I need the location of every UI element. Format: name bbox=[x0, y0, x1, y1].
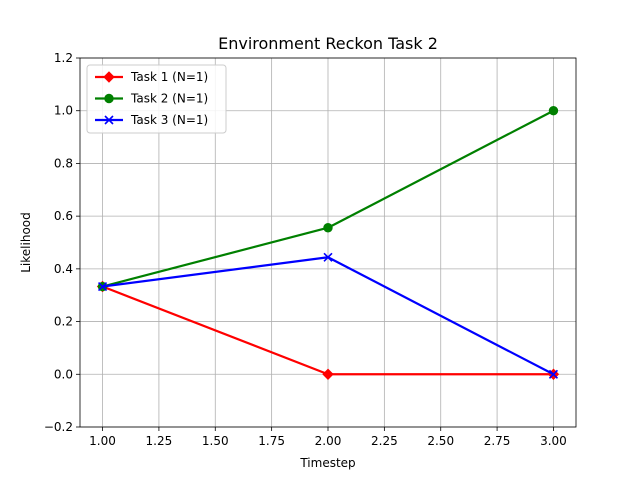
x-tick-label: 1.75 bbox=[258, 434, 285, 448]
data-point bbox=[323, 223, 333, 233]
y-tick-label: −0.2 bbox=[44, 420, 73, 434]
data-point bbox=[323, 252, 333, 262]
legend-marker bbox=[103, 71, 115, 83]
y-tick-label: 0.8 bbox=[54, 156, 73, 170]
legend: Task 1 (N=1) Task 2 (N=1) Task 3 (N=1) bbox=[86, 64, 227, 134]
legend-item: Task 2 (N=1) bbox=[95, 92, 208, 106]
chart-title: Environment Reckon Task 2 bbox=[218, 34, 438, 53]
x-tick-label: 2.25 bbox=[371, 434, 398, 448]
y-tick-label: 1.0 bbox=[54, 104, 73, 118]
x-tick-label: 1.00 bbox=[89, 434, 116, 448]
data-point bbox=[322, 368, 334, 380]
y-tick-label: 0.0 bbox=[54, 367, 73, 381]
x-tick-label: 1.50 bbox=[202, 434, 229, 448]
y-tick-label: 0.6 bbox=[54, 209, 73, 223]
legend-label: Task 3 (N=1) bbox=[130, 113, 208, 127]
legend-marker bbox=[104, 93, 114, 104]
data-point bbox=[548, 369, 559, 379]
y-tick-label: 0.4 bbox=[54, 262, 73, 276]
y-tick-label: 0.2 bbox=[54, 315, 73, 329]
legend-item: Task 3 (N=1) bbox=[95, 113, 208, 127]
legend-box bbox=[86, 64, 227, 134]
x-tick-label: 3.00 bbox=[540, 434, 567, 448]
legend-label: Task 1 (N=1) bbox=[130, 70, 208, 84]
x-tick-label: 1.25 bbox=[146, 434, 173, 448]
series-3 bbox=[97, 252, 559, 379]
y-tick-label: 1.2 bbox=[54, 51, 73, 65]
data-point bbox=[548, 106, 559, 116]
ticks: 1.00 1.25 1.50 1.75 2.00 2.25 2.50 2.75 3.00 −0.2… bbox=[44, 51, 567, 448]
legend-label: Task 2 (N=1) bbox=[130, 92, 208, 106]
legend-item: Task 1 (N=1) bbox=[95, 70, 208, 84]
series-layer bbox=[96, 106, 560, 380]
y-axis-label: Likelihood bbox=[19, 212, 33, 273]
x-tick-label: 2.75 bbox=[484, 434, 511, 448]
legend-marker bbox=[104, 115, 114, 125]
x-tick-label: 2.00 bbox=[315, 434, 342, 448]
x-axis-label: Timestep bbox=[299, 456, 355, 470]
x-tick-label: 2.50 bbox=[427, 434, 454, 448]
data-point bbox=[97, 281, 108, 292]
